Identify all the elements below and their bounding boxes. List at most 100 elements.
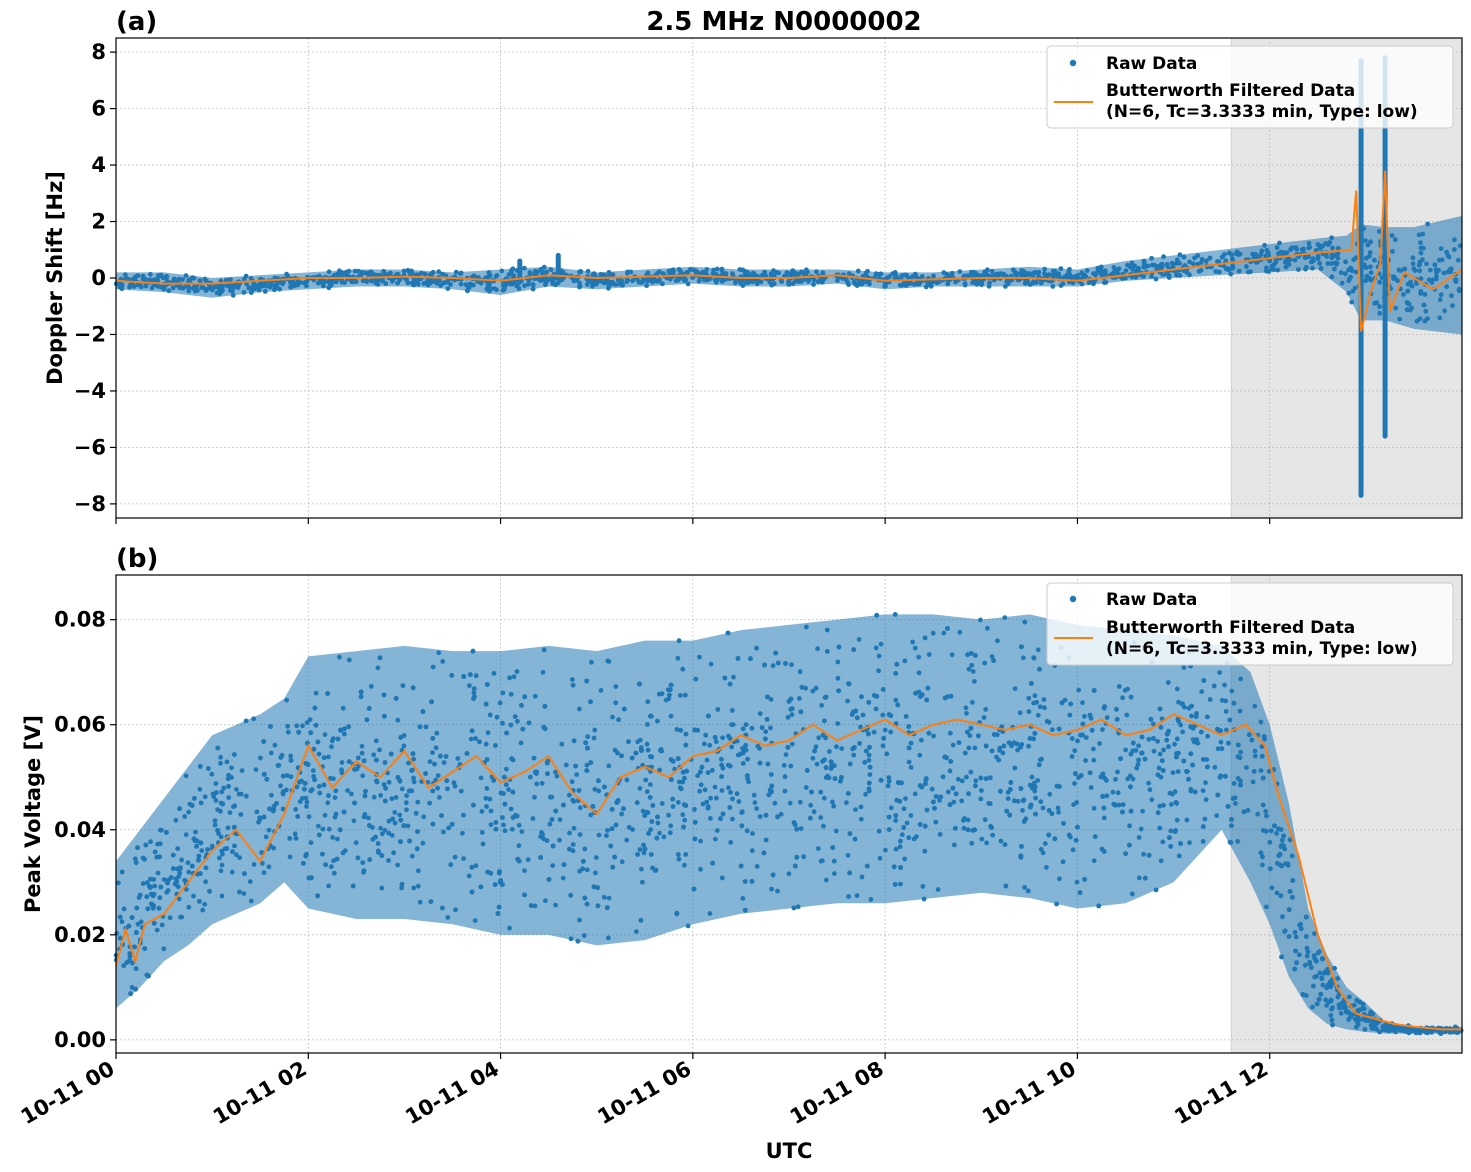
raw-data-point-b: [886, 775, 892, 780]
raw-data-point-a: [1141, 274, 1146, 279]
raw-data-point-b: [238, 812, 244, 817]
raw-data-point-b: [619, 753, 624, 759]
raw-data-point-b: [258, 755, 263, 761]
raw-data-point-b: [588, 760, 594, 765]
raw-data-point-b: [471, 696, 476, 701]
y-tick-label-a: 8: [91, 40, 106, 64]
raw-data-point-b: [763, 736, 768, 742]
raw-data-point-b: [863, 748, 869, 754]
raw-data-point-b: [302, 786, 307, 792]
raw-data-point-b: [1318, 991, 1324, 997]
raw-data-point-b: [1426, 1029, 1432, 1034]
raw-data-point-b: [1189, 703, 1194, 709]
raw-data-point-b: [937, 832, 943, 837]
raw-data-point-b: [901, 806, 907, 812]
raw-data-point-b: [547, 821, 553, 827]
raw-data-point-b: [461, 674, 467, 679]
raw-data-point-b: [612, 854, 617, 860]
raw-data-point-b: [196, 857, 201, 863]
raw-data-point-a: [1233, 251, 1239, 257]
raw-data-point-b: [697, 654, 702, 660]
raw-data-point-b: [1148, 716, 1154, 722]
raw-data-point-a: [668, 268, 673, 274]
raw-data-point-a: [1018, 271, 1023, 277]
raw-data-point-a: [1177, 252, 1183, 258]
raw-data-point-b: [229, 775, 234, 780]
raw-data-point-b: [1157, 803, 1163, 809]
raw-data-point-a: [248, 276, 254, 281]
raw-data-point-b: [545, 771, 550, 777]
raw-data-point-b: [1174, 800, 1179, 806]
raw-data-point-a: [1066, 268, 1072, 274]
raw-data-point-b: [218, 808, 223, 814]
raw-data-point-a: [166, 288, 172, 294]
raw-data-point-b: [752, 800, 758, 805]
raw-data-point-b: [893, 671, 899, 676]
raw-data-point-b: [680, 779, 685, 785]
raw-data-point-b: [1347, 994, 1352, 1000]
raw-data-point-b: [1245, 807, 1251, 813]
raw-data-point-a: [1368, 270, 1374, 276]
raw-data-point-b: [1125, 686, 1130, 692]
raw-data-point-a: [644, 283, 649, 289]
raw-data-point-b: [983, 743, 989, 749]
raw-data-point-a: [421, 281, 427, 286]
raw-data-point-b: [923, 781, 928, 787]
raw-data-point-b: [158, 884, 164, 890]
raw-data-point-b: [604, 833, 609, 839]
raw-data-point-b: [1346, 1017, 1352, 1022]
raw-data-point-b: [1363, 1018, 1369, 1023]
raw-data-point-b: [229, 765, 234, 771]
raw-data-point-b: [427, 800, 432, 806]
raw-data-point-b: [613, 684, 619, 689]
raw-data-point-b: [553, 769, 558, 775]
raw-data-point-b: [681, 824, 686, 830]
raw-data-point-a: [248, 290, 254, 295]
raw-data-point-b: [1102, 704, 1107, 709]
raw-data-point-a: [1104, 272, 1109, 278]
raw-data-point-b: [1293, 934, 1299, 940]
raw-data-point-a: [704, 267, 710, 272]
raw-data-point-b: [1203, 780, 1208, 786]
raw-data-point-b: [554, 773, 560, 779]
raw-data-point-b: [727, 681, 733, 687]
raw-data-point-b: [398, 839, 403, 845]
raw-data-point-b: [1224, 727, 1229, 733]
raw-data-point-b: [740, 761, 746, 766]
raw-data-point-b: [196, 853, 202, 859]
raw-data-point-b: [144, 880, 150, 886]
raw-data-point-b: [1317, 970, 1323, 976]
raw-data-point-b: [584, 762, 590, 768]
raw-data-point-b: [480, 841, 486, 847]
raw-data-point-b: [468, 736, 474, 742]
raw-data-point-b: [917, 752, 923, 758]
raw-data-point-b: [200, 907, 206, 913]
raw-data-point-b: [1238, 782, 1243, 788]
raw-data-point-a: [1310, 265, 1315, 271]
y-tick-label-a: −4: [74, 379, 106, 403]
raw-data-point-b: [906, 835, 912, 841]
raw-data-point-a: [285, 274, 291, 279]
raw-data-point-a: [190, 285, 196, 291]
raw-data-point-b: [812, 748, 817, 754]
raw-data-point-b: [1155, 772, 1161, 778]
raw-data-point-b: [219, 789, 225, 795]
raw-data-point-a: [1177, 273, 1183, 278]
raw-data-point-b: [247, 879, 253, 884]
raw-data-point-b: [710, 860, 715, 866]
raw-data-point-b: [637, 786, 643, 791]
raw-data-point-b: [902, 658, 908, 664]
raw-data-point-b: [133, 966, 139, 971]
raw-data-point-b: [839, 775, 844, 780]
raw-data-point-b: [191, 893, 196, 899]
raw-data-point-b: [1110, 789, 1116, 795]
raw-data-point-b: [676, 856, 682, 862]
raw-data-point-b: [415, 799, 421, 805]
raw-data-point-b: [675, 655, 681, 661]
raw-data-point-b: [691, 886, 697, 892]
raw-data-point-b: [823, 735, 828, 741]
raw-data-point-b: [1165, 680, 1171, 685]
raw-data-point-b: [1133, 748, 1139, 753]
raw-data-point-a: [1410, 261, 1416, 267]
raw-data-point-b: [584, 678, 590, 684]
